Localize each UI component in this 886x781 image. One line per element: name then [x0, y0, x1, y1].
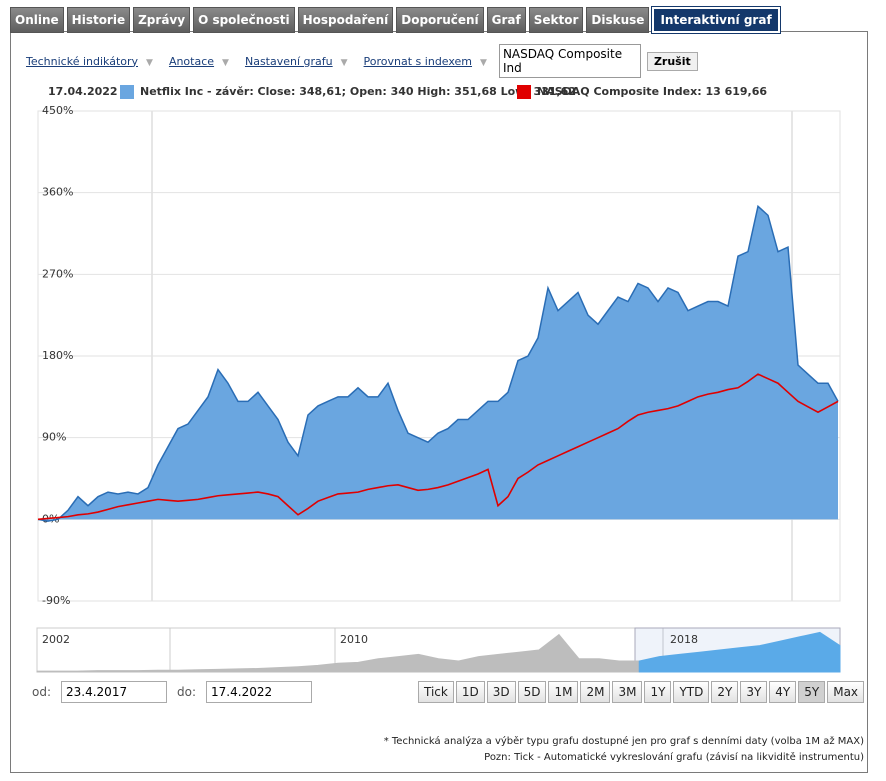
footnote: Pozn: Tick - Automatické vykreslování gr… — [484, 752, 864, 763]
legend-label: Netflix Inc - závěr: Close: 348,61; Open… — [140, 85, 576, 98]
legend-swatch — [517, 85, 531, 99]
y-tick-label: 90% — [42, 431, 66, 444]
toolbar-link[interactable]: Porovnat s indexem — [363, 54, 473, 68]
range-button[interactable]: 1Y — [644, 681, 672, 703]
toolbar-link[interactable]: Technické indikátory — [26, 54, 139, 68]
tab[interactable]: Doporučení — [396, 7, 484, 33]
range-button[interactable]: YTD — [673, 681, 710, 703]
toolbar-link[interactable]: Anotace — [168, 54, 215, 68]
range-button[interactable]: 5Y — [798, 681, 826, 703]
y-tick-label: -90% — [42, 594, 70, 607]
toolbar: Technické indikátory ▼ Anotace ▼ Nastavení g… — [26, 44, 698, 78]
legend-label: NASDAQ Composite Index: 13 619,66 — [537, 85, 767, 98]
navigator-label: 2002 — [42, 633, 70, 646]
area — [38, 206, 838, 522]
to-input[interactable]: 17.4.2022 — [206, 681, 313, 703]
caret-icon: ▼ — [146, 57, 153, 68]
range-button[interactable]: Max — [827, 681, 865, 703]
tabs: Online Historie Zprávy O společnosti Hospoda… — [10, 6, 781, 34]
navigator-area — [638, 631, 841, 673]
y-tick-label: 180% — [42, 349, 73, 362]
links: Technické indikátory ▼ Anotace ▼ Nastavení g… — [26, 55, 503, 68]
tab[interactable]: Sektor — [528, 7, 584, 33]
line — [37, 373, 839, 521]
tab[interactable]: Graf — [486, 7, 526, 33]
caret-icon: ▼ — [222, 57, 229, 68]
line — [37, 204, 839, 522]
range-button[interactable]: Tick — [418, 681, 454, 703]
caret-icon: ▼ — [480, 57, 487, 68]
tab[interactable]: Online — [10, 7, 64, 33]
tab[interactable]: Hospodaření — [297, 7, 394, 33]
range-buttons: Tick 1D 3D 5D 1M 2M 3M 1Y YTD 2Y 3Y 4Y 5Y Max — [418, 681, 865, 703]
from-input[interactable]: 23.4.2017 — [61, 681, 168, 703]
range: od: 23.4.2017 do: 17.4.2022 — [32, 681, 322, 703]
legend-swatch — [120, 85, 134, 99]
navigator-label: 2010 — [340, 633, 368, 646]
navigator-area — [36, 633, 640, 673]
tab[interactable]: Zprávy — [133, 7, 191, 33]
to-label: do: — [177, 685, 197, 699]
range-button[interactable]: 2M — [580, 681, 611, 703]
cancel-button[interactable]: Zrušit — [646, 51, 698, 71]
range-button[interactable]: 2Y — [711, 681, 739, 703]
tab[interactable]: Diskuse — [586, 7, 650, 33]
range-button[interactable]: 4Y — [769, 681, 797, 703]
range-button[interactable]: 3Y — [740, 681, 768, 703]
legend-date: 17.04.2022 — [48, 85, 118, 98]
navigator-label: 2018 — [670, 633, 698, 646]
compare-input[interactable]: NASDAQ Composite Ind — [498, 44, 641, 78]
range-button[interactable]: 3D — [486, 681, 516, 703]
tab[interactable]: O společnosti — [193, 7, 295, 33]
y-tick-label: 360% — [42, 186, 73, 199]
range-button[interactable]: 3M — [612, 681, 643, 703]
footnote: * Technická analýza a výběr typu grafu d… — [383, 736, 864, 747]
range-button[interactable]: 1M — [548, 681, 579, 703]
caret-icon: ▼ — [340, 57, 348, 68]
tab[interactable]: Interaktivní graf — [651, 6, 781, 34]
tab[interactable]: Historie — [66, 7, 131, 33]
toolbar-link[interactable]: Nastavení grafu — [244, 54, 333, 68]
range-button[interactable]: 1D — [455, 681, 485, 703]
y-tick-label: 450% — [42, 104, 73, 117]
from-label: od: — [32, 685, 52, 699]
y-tick-label: 270% — [42, 267, 73, 280]
range-button[interactable]: 5D — [517, 681, 547, 703]
